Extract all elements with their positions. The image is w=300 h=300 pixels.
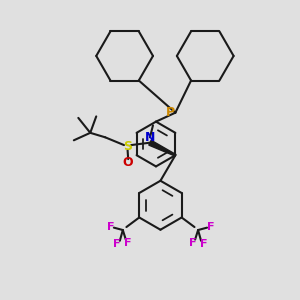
Text: F: F bbox=[113, 239, 121, 249]
Text: F: F bbox=[189, 238, 196, 248]
Text: F: F bbox=[207, 222, 214, 232]
Polygon shape bbox=[149, 140, 176, 156]
Text: S: S bbox=[123, 140, 132, 153]
Text: N: N bbox=[145, 131, 155, 144]
Text: F: F bbox=[124, 238, 132, 248]
Text: F: F bbox=[106, 222, 114, 232]
Text: F: F bbox=[200, 239, 208, 249]
Text: O: O bbox=[122, 156, 133, 169]
Text: P: P bbox=[165, 106, 175, 119]
